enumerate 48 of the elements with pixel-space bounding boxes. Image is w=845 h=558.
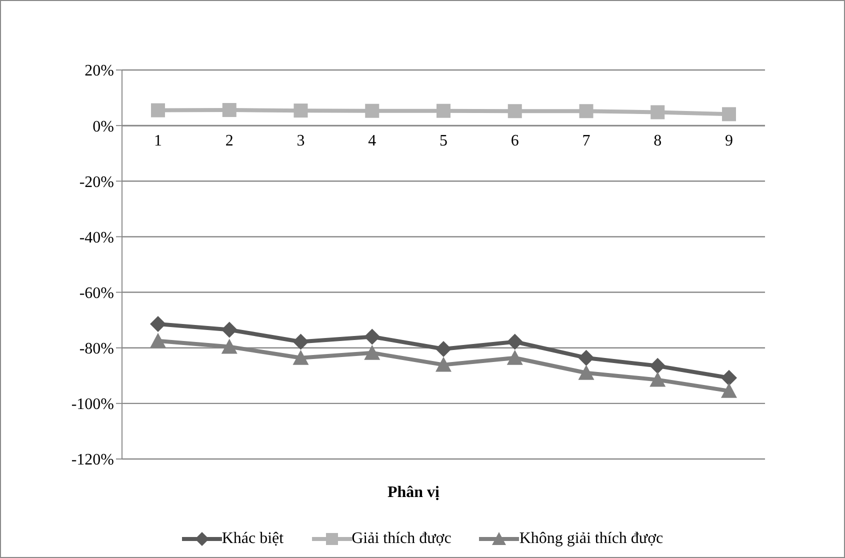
y-tick-label: -80% [79, 340, 114, 358]
point [292, 334, 309, 350]
point [506, 350, 523, 365]
legend-label: Giải thích được [352, 530, 452, 548]
point [721, 370, 737, 386]
point [151, 103, 165, 118]
point [294, 104, 308, 118]
point [221, 322, 238, 338]
point [578, 364, 594, 380]
point [579, 104, 594, 118]
y-tick-label: -100% [71, 396, 114, 414]
point [650, 358, 666, 374]
x-tick-label: 9 [725, 132, 733, 150]
x-tick-label: 3 [296, 132, 305, 150]
point [436, 104, 450, 118]
point [222, 103, 236, 118]
legend-label: Khác biệt [222, 530, 284, 548]
x-tick-label: 8 [654, 132, 662, 150]
point [292, 350, 309, 365]
point [150, 316, 166, 332]
y-tick-label: 0% [92, 118, 114, 136]
x-tick-label: 4 [368, 132, 376, 150]
point [436, 356, 452, 372]
x-tick-label: 2 [225, 132, 234, 150]
x-tick-label: 7 [582, 132, 590, 150]
y-tick-label: 20% [84, 62, 114, 80]
point [436, 340, 452, 357]
point [221, 338, 238, 354]
point [721, 382, 737, 398]
y-tick-label: -20% [79, 174, 114, 191]
legend-label: Không giải thích được [519, 530, 664, 548]
point [150, 332, 166, 348]
point [650, 105, 665, 120]
point [365, 104, 380, 118]
point [578, 350, 594, 366]
point [364, 344, 380, 360]
point [508, 104, 522, 118]
point [650, 372, 666, 387]
y-tick-label: -40% [79, 229, 114, 246]
x-axis-title: Phân vị [386, 484, 440, 502]
x-tick-label: 5 [440, 132, 448, 150]
point [722, 107, 736, 122]
point [506, 334, 523, 350]
point [364, 328, 380, 345]
y-tick-label: -60% [79, 284, 114, 302]
x-tick-label: 6 [510, 132, 519, 150]
y-tick-label: -120% [71, 452, 114, 469]
x-tick-label: 1 [154, 132, 162, 150]
